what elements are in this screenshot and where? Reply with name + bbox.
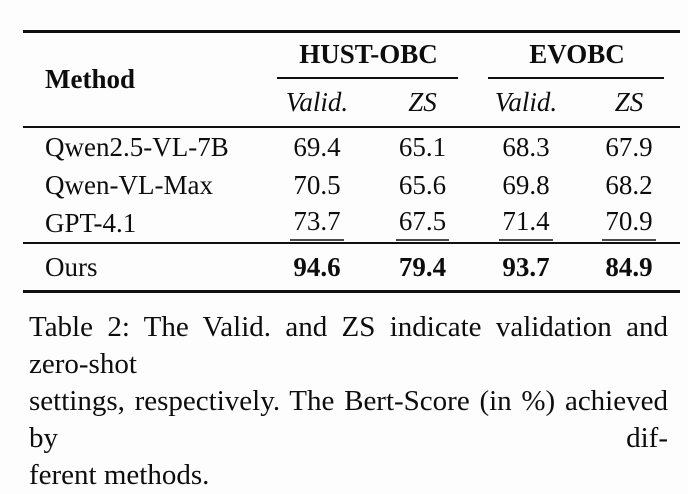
value-cell: 71.4 <box>474 206 578 241</box>
value-cell: 70.5 <box>293 169 341 200</box>
value-cell: 84.9 <box>605 251 653 282</box>
value-cell: 70.9 <box>578 206 680 241</box>
table-bottom-rule <box>23 290 680 293</box>
group-label-evobc: EVOBC <box>529 39 625 69</box>
cmidrule-evobc <box>488 77 664 79</box>
value-cell: 94.6 <box>293 251 341 282</box>
table-mid-rule <box>23 126 680 128</box>
cmidrule-hust-obc <box>277 77 458 79</box>
group-label-hust-obc: HUST-OBC <box>299 39 438 69</box>
method-cell: GPT-4.1 <box>45 207 137 238</box>
subcol-header-hust-zs: ZS <box>408 87 437 117</box>
subcol-header-evobc-zs: ZS <box>614 87 644 117</box>
paper-table: Method HUST-OBC EVOBC Valid. ZS Valid. Z… <box>23 30 680 293</box>
value-cell: 67.9 <box>605 131 653 162</box>
value-cell: 69.4 <box>293 131 341 162</box>
table-pre-ours-rule <box>23 242 680 244</box>
method-column-header: Method <box>23 33 263 126</box>
underlined-value: 73.7 <box>290 206 344 241</box>
caption-line: Table 2: The Valid. and ZS indicate vali… <box>29 311 668 380</box>
method-header-label: Method <box>45 64 135 94</box>
caption-line: settings, respectively. The Bert-Score (… <box>29 385 668 454</box>
value-cell: 69.8 <box>502 169 550 200</box>
table-row-ours: Ours 94.6 79.4 93.7 84.9 <box>23 244 680 290</box>
table-top-rule <box>23 30 680 33</box>
method-cell: Ours <box>45 251 98 282</box>
subcol-header-hust-valid: Valid. <box>285 87 349 117</box>
value-cell: 68.2 <box>605 169 653 200</box>
value-cell: 65.6 <box>398 169 447 200</box>
value-cell: 65.1 <box>398 131 447 162</box>
underlined-value: 71.4 <box>499 206 553 241</box>
method-cell: Qwen2.5-VL-7B <box>45 131 229 162</box>
underlined-value: 70.9 <box>602 206 656 241</box>
table-caption: Table 2: The Valid. and ZS indicate vali… <box>29 309 668 494</box>
group-header-hust-obc: HUST-OBC <box>263 33 474 79</box>
table-row: GPT-4.1 73.7 67.5 71.4 70.9 <box>23 204 680 242</box>
table-row: Qwen2.5-VL-7B 69.4 65.1 68.3 67.9 <box>23 128 680 166</box>
method-cell: Qwen-VL-Max <box>45 169 213 200</box>
value-cell: 67.5 <box>371 206 474 241</box>
subcol-header-evobc-valid: Valid. <box>494 87 558 117</box>
value-cell: 73.7 <box>263 206 371 241</box>
value-cell: 68.3 <box>502 131 550 162</box>
group-header-evobc: EVOBC <box>474 33 680 79</box>
caption-line: ferent methods. <box>29 459 210 491</box>
value-cell: 93.7 <box>502 251 550 282</box>
table-row: Qwen-VL-Max 70.5 65.6 69.8 68.2 <box>23 166 680 204</box>
value-cell: 79.4 <box>398 251 447 282</box>
underlined-value: 67.5 <box>395 206 450 241</box>
table-header: Method HUST-OBC EVOBC Valid. ZS Valid. Z… <box>23 33 680 126</box>
